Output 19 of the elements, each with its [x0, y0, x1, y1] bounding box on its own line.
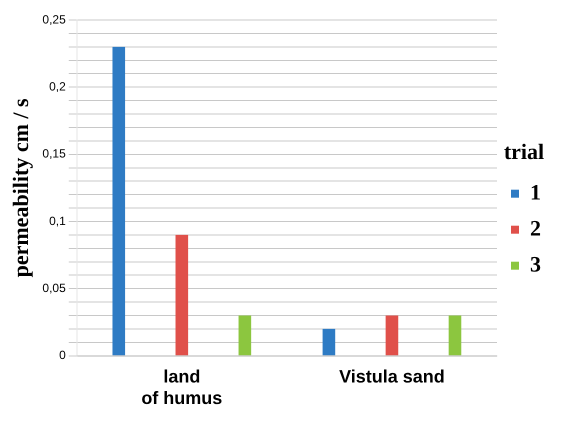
bar: [448, 316, 462, 356]
legend-label: 2: [530, 215, 541, 240]
y-tick-label: 0,2: [49, 79, 66, 94]
y-tick-label: 0,15: [42, 146, 66, 161]
y-tick-label: 0,1: [49, 214, 66, 228]
bar: [238, 316, 252, 356]
y-tick-label: 0: [59, 348, 66, 362]
legend-title: trial: [504, 138, 544, 164]
y-axis-title: permeability cm / s: [8, 98, 33, 278]
bar: [386, 316, 398, 356]
x-tick-label: Vistula sand: [339, 366, 445, 387]
y-tick-label: 0,05: [42, 280, 66, 295]
bar: [112, 46, 126, 356]
legend-label: 1: [530, 179, 541, 204]
y-tick-label: 0,25: [42, 12, 66, 26]
bar: [176, 234, 188, 356]
legend-label: 3: [530, 251, 541, 276]
bar: [322, 328, 336, 356]
x-tick-label: land of humus: [141, 366, 222, 408]
